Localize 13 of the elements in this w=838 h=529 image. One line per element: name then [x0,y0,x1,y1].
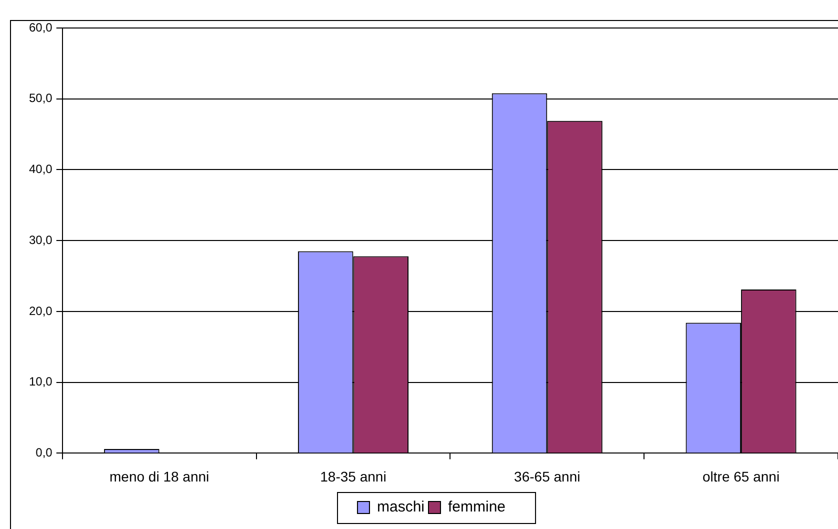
x-tick-label: oltre 65 anni [702,468,780,484]
x-tick-label: 36-65 anni [514,468,580,484]
legend-label: femmine [448,498,506,516]
y-tick-label: 10,0 [28,374,53,389]
legend-label: maschi [376,498,424,516]
y-tick-label: 40,0 [28,162,53,176]
x-tick-label: meno di 18 anni [109,468,210,484]
y-tick-label: 30,0 [28,232,53,247]
y-tick-label: 60,0 [28,20,53,34]
y-tick-label: 0,0 [36,446,53,460]
x-tick-label: 18-35 anni [320,468,386,484]
y-tick-label: 20,0 [28,304,53,318]
y-tick-label: 50,0 [28,91,53,106]
